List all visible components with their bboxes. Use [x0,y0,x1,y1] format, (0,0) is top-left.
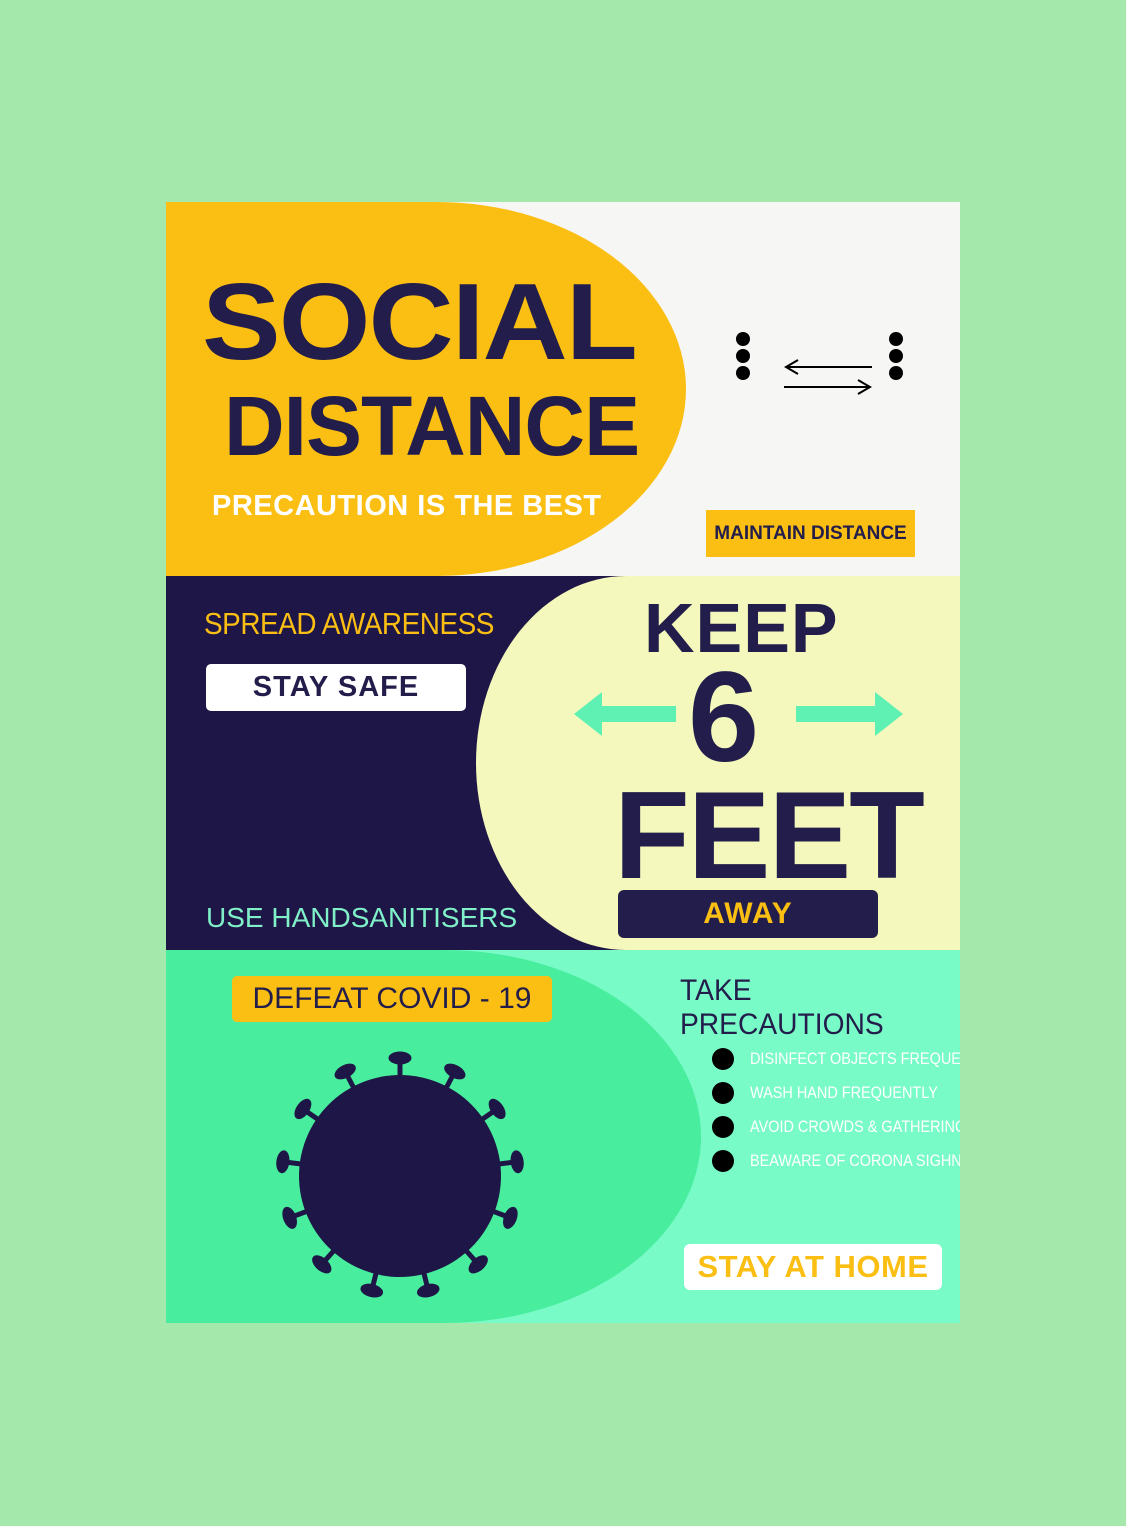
defeat-covid-badge: DEFEAT COVID - 19 [232,976,552,1022]
stay-safe-label: STAY SAFE [206,664,466,711]
title-distance: DISTANCE [224,379,640,473]
virus-spike-cap [282,1206,298,1229]
feet-text: FEET [614,767,925,905]
bottom-section: DEFEAT COVID - 19 TAKE PRECAUTIONS DISIN… [166,950,960,1323]
precaution-text: WASH HAND FREQUENTLY [750,1083,938,1102]
distance-number: 6 [688,646,760,789]
middle-section: SPREAD AWARENESS STAY SAFE USE HANDSANIT… [166,576,960,950]
virus-spike-cap [510,1150,524,1174]
stay-at-home-label: STAY AT HOME [684,1244,942,1290]
virus-spike-cap [360,1283,384,1298]
double-arrow-icon [784,359,872,395]
list-item: WASH HAND FREQUENTLY [712,1076,960,1110]
subtitle: PRECAUTION IS THE BEST [212,490,602,522]
virus-spike-cap [502,1206,518,1229]
spread-awareness-heading: SPREAD AWARENESS [204,606,494,641]
people-distance-icon [736,332,903,395]
list-item: AVOID CROWDS & GATHERING [712,1110,960,1144]
cream-panel [476,576,960,950]
precaution-text: DISINFECT OBJECTS FREQUENTLY [750,1049,960,1068]
title-social: SOCIAL [202,261,638,383]
away-label: AWAY [618,890,878,938]
virus-spike-cap [444,1063,466,1080]
double-arrow-icon [574,692,903,736]
virus-spike-cap [416,1283,440,1298]
list-item: DISINFECT OBJECTS FREQUENTLY [712,1042,960,1076]
bullet-dot-icon [712,1116,734,1138]
bullet-dot-icon [712,1048,734,1070]
bullet-dot-icon [712,1082,734,1104]
take-precautions-heading: TAKE PRECAUTIONS [680,974,884,1041]
precaution-text: AVOID CROWDS & GATHERING [750,1117,960,1136]
keep-text: KEEP [644,589,839,667]
virus-spike-cap [312,1255,332,1274]
bullet-dot-icon [712,1150,734,1172]
maintain-distance-badge: MAINTAIN DISTANCE [706,510,915,557]
virus-spike-cap [276,1150,290,1174]
sanitiser-text: USE HANDSANITISERS [206,902,518,933]
header-yellow-panel: SOCIAL DISTANCE PRECAUTION IS THE BEST [166,202,686,576]
header-section: SOCIAL DISTANCE PRECAUTION IS THE BEST M… [166,202,960,576]
precaution-text: BEAWARE OF CORONA SIGHNS [750,1151,960,1170]
virus-spike-cap [334,1063,356,1080]
virus-spike-cap [488,1098,506,1120]
virus-spike-cap [468,1255,488,1274]
precautions-list: DISINFECT OBJECTS FREQUENTLY WASH HAND F… [712,1042,960,1178]
poster: SOCIAL DISTANCE PRECAUTION IS THE BEST M… [166,202,960,1323]
virus-spike-cap [388,1051,412,1065]
virus-spike-cap [294,1098,312,1120]
list-item: BEAWARE OF CORONA SIGHNS [712,1144,960,1178]
virus-icon [276,1051,524,1298]
